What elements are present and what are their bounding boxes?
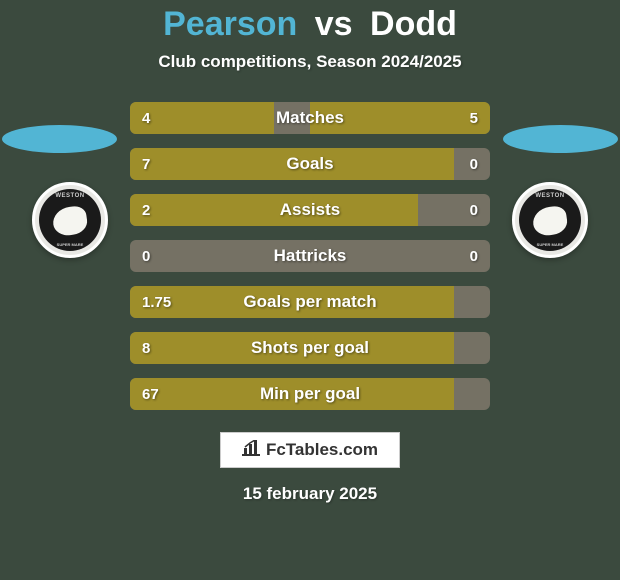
stat-value-right: 0 — [470, 148, 478, 180]
badge-text-bot: SUPER MARE — [39, 242, 101, 247]
page-title: Pearson vs Dodd — [0, 5, 620, 44]
badge-text-top: WESTON — [39, 193, 101, 199]
stat-row: Shots per goal8 — [130, 332, 490, 364]
subtitle: Club competitions, Season 2024/2025 — [0, 52, 620, 72]
ellipse-shadow-left — [2, 125, 117, 153]
stat-label: Goals per match — [130, 286, 490, 318]
stat-label: Shots per goal — [130, 332, 490, 364]
stat-label: Goals — [130, 148, 490, 180]
stat-value-left: 2 — [142, 194, 150, 226]
club-badge-inner: WESTON SUPER MARE — [39, 189, 101, 251]
stat-value-left: 67 — [142, 378, 159, 410]
watermark: FcTables.com — [220, 432, 400, 468]
stat-value-right: 5 — [470, 102, 478, 134]
stat-label: Assists — [130, 194, 490, 226]
stat-row: Assists2 0 — [130, 194, 490, 226]
date-text: 15 february 2025 — [0, 484, 620, 504]
club-badge-right: WESTON SUPER MARE — [512, 182, 588, 258]
stat-row: Matches4 5 — [130, 102, 490, 134]
stat-value-left: 8 — [142, 332, 150, 364]
stat-label: Hattricks — [130, 240, 490, 272]
chart-icon — [242, 440, 260, 460]
stat-value-left: 1.75 — [142, 286, 171, 318]
watermark-text: FcTables.com — [266, 440, 378, 460]
club-badge-inner: WESTON SUPER MARE — [519, 189, 581, 251]
comparison-infographic: Pearson vs Dodd Club competitions, Seaso… — [0, 0, 620, 580]
badge-text-bot: SUPER MARE — [519, 242, 581, 247]
stat-value-left: 4 — [142, 102, 150, 134]
club-badge-left: WESTON SUPER MARE — [32, 182, 108, 258]
stat-row: Min per goal67 — [130, 378, 490, 410]
stats-list: Matches45Goals70Assists20Hattricks00Goal… — [130, 102, 490, 410]
player2-name: Dodd — [370, 5, 457, 43]
stat-value-right: 0 — [470, 194, 478, 226]
stat-label: Matches — [130, 102, 490, 134]
stat-label: Min per goal — [130, 378, 490, 410]
stat-value-left: 7 — [142, 148, 150, 180]
badge-text-top: WESTON — [519, 193, 581, 199]
player1-name: Pearson — [163, 5, 297, 43]
ellipse-shadow-right — [503, 125, 618, 153]
vs-text: vs — [315, 5, 353, 43]
stat-value-right: 0 — [470, 240, 478, 272]
stat-row: Goals per match1.75 — [130, 286, 490, 318]
stat-row: Hattricks0 0 — [130, 240, 490, 272]
stat-value-left: 0 — [142, 240, 150, 272]
seagull-icon — [531, 205, 569, 237]
stat-row: Goals7 0 — [130, 148, 490, 180]
seagull-icon — [51, 205, 89, 237]
